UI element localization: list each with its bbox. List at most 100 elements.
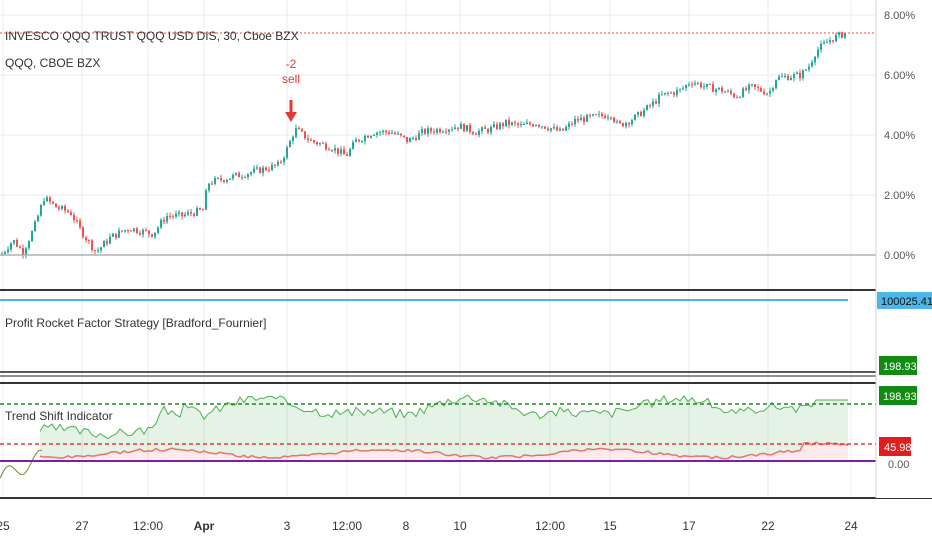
indicator-legend[interactable]: Trend Shift Indicator [5,409,113,423]
candle-body [781,76,783,78]
candle-body [559,128,561,131]
lower-level-box [879,437,911,456]
candle-body [79,220,81,228]
candle-body [778,76,780,80]
time-tick-label: 12:00 [535,519,565,533]
candle-body [799,72,801,79]
candle-body [85,237,87,241]
time-tick-label: 17 [682,519,696,533]
candle-body [163,219,165,222]
candle-body [496,124,498,130]
candle-body [61,205,63,209]
candle-body [592,114,594,116]
candle-body [580,117,582,121]
candle-body [601,113,603,117]
candle-body [691,84,693,86]
candle-body [190,212,192,214]
candle-body [379,132,381,134]
candle-body [838,32,840,35]
time-tick-label: 24 [844,519,858,533]
candle-body [568,123,570,127]
candle-body [424,129,426,134]
candle-body [553,126,555,129]
candle-body [541,126,543,128]
candle-body [37,215,39,222]
candle-body [259,167,261,174]
candle-body [241,177,243,179]
candle-body [94,250,96,252]
candle-body [490,127,492,133]
symbol-legend[interactable]: INVESCO QQQ TRUST QQQ USD DIS, 30, Cboe … [5,29,299,43]
candle-body [439,128,441,133]
candle-body [547,128,549,131]
compare-legend[interactable]: QQQ, CBOE BZX [5,56,100,70]
candle-body [577,118,579,121]
equity-label: 100025.41 [881,296,932,308]
candle-body [106,241,108,244]
candle-body [616,121,618,123]
time-axis-ticks: 25 27 12:00 Apr 3 12:00 8 10 12:00 15 17 22 24 [0,519,858,533]
candle-body [610,117,612,119]
candle-body [667,92,669,94]
candle-body [289,141,291,148]
price-scale-panel[interactable] [876,0,932,498]
candle-body [475,133,477,136]
candle-body [769,90,771,94]
candle-body [100,247,102,251]
candle-body [346,154,348,156]
equity-label-box [877,292,932,309]
candle-body [334,148,336,151]
candle-body [331,150,333,152]
candle-body [511,122,513,125]
candle-body [730,90,732,94]
candle-body [742,88,744,98]
candle-body [418,132,420,140]
candle-body [88,240,90,242]
candle-body [178,212,180,214]
upper-level-label: 198.93 [883,391,917,403]
candle-body [727,90,729,92]
candle-body [127,230,129,232]
sell-arrow-icon [285,112,297,122]
candle-body [793,74,795,79]
candle-body [835,34,837,42]
candle-body [748,84,750,91]
candle-body [91,240,93,251]
candle-body [70,212,72,215]
candle-body [790,78,792,81]
strategy-legend[interactable]: Profit Rocket Factor Strategy [Bradford_… [5,316,266,330]
candle-body [214,178,216,184]
candle-body [52,201,54,204]
candle-body [529,122,531,125]
candle-body [304,131,306,139]
candle-body [262,167,264,174]
candle-body [814,56,816,63]
time-axis-panel[interactable] [0,499,932,550]
candle-body [130,230,132,232]
candle-body [310,139,312,141]
candle-body [25,248,27,256]
candle-body [31,231,33,242]
candle-body [676,89,678,95]
candle-body [466,125,468,132]
candle-body [82,227,84,238]
candle-body [706,83,708,87]
candle-body [694,83,696,85]
candle-body [16,240,18,247]
candle-body [709,83,711,85]
candle-body [10,243,12,250]
candle-body [217,177,219,179]
candle-body [184,214,186,217]
candle-body [220,177,222,181]
candle-body [673,92,675,95]
candle-body [565,126,567,131]
candle-body [430,128,432,132]
candle-body [226,179,228,182]
candle-body [409,138,411,143]
candle-body [211,183,213,185]
candle-body [784,75,786,77]
candle-body [598,113,600,115]
candle-body [625,122,627,127]
